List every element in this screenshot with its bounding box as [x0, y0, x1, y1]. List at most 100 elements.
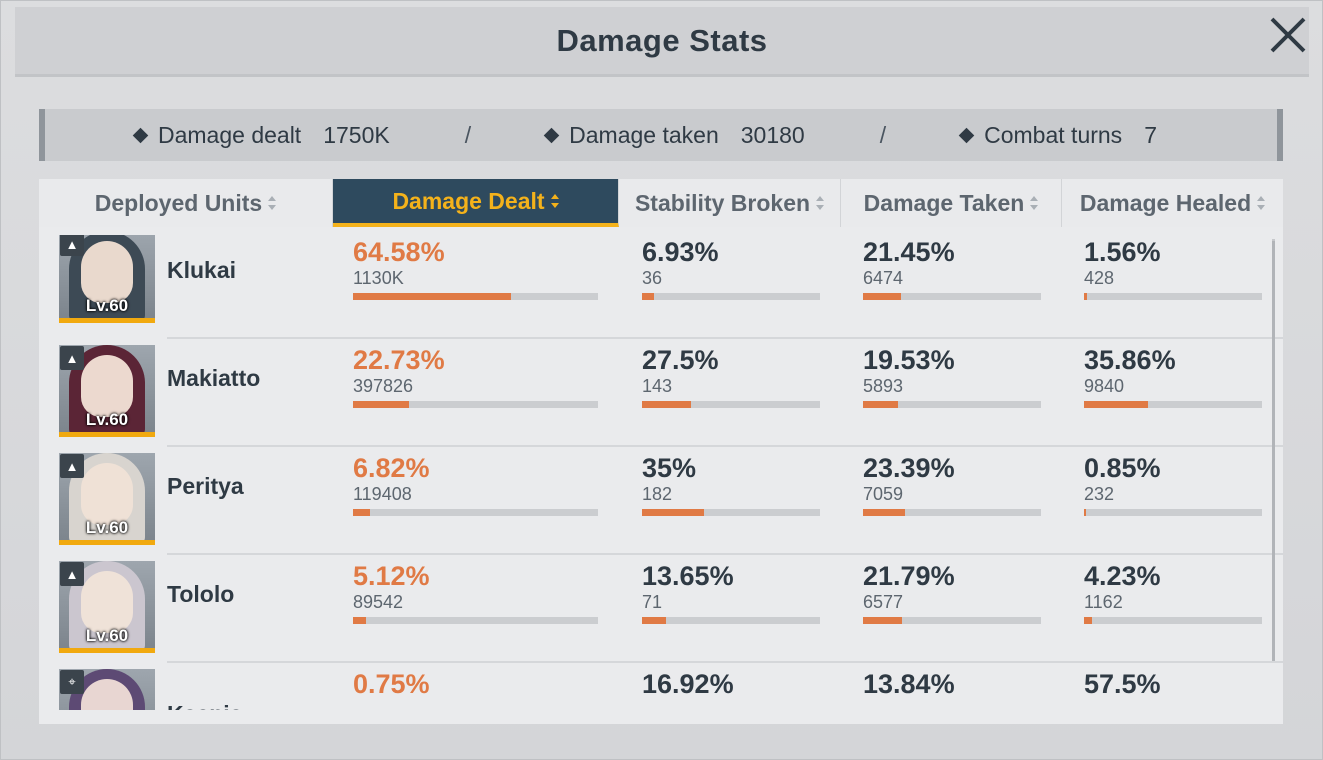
share-progress-bar	[863, 509, 1041, 516]
unit-name: Klukai	[167, 257, 237, 283]
absolute-value: 36	[642, 268, 663, 288]
share-progress-fill	[863, 509, 905, 516]
absolute-value: 232	[1084, 484, 1115, 504]
share-progress-bar	[1084, 293, 1262, 300]
absolute-value: 6577	[863, 592, 904, 612]
row-divider	[167, 553, 1283, 555]
column-header-stability-broken[interactable]: Stability Broken	[619, 179, 841, 227]
close-button[interactable]	[1266, 13, 1310, 57]
column-header-damage-taken[interactable]: Damage Taken	[841, 179, 1062, 227]
cell-damage-dealt: 22.73% 397826	[353, 345, 598, 408]
unit-portrait[interactable]: ⌖	[59, 669, 155, 710]
diamond-bullet-icon	[543, 127, 560, 143]
unit-portrait[interactable]: ▲ Lv.60	[59, 561, 155, 653]
separator: /	[464, 121, 472, 148]
summary-combat-turns: Combat turns 7	[958, 121, 1157, 149]
percentage-value: 13.84%	[863, 669, 955, 699]
unit-name: Makiatto	[167, 365, 261, 391]
absolute-value: 1162	[1084, 592, 1123, 612]
portrait-face	[81, 463, 133, 525]
table-rows[interactable]: ▲ Lv.60 Klukai 64.58% 1130K 6.93% 36 21.45% 6474…	[39, 235, 1283, 710]
cell-stability-broken: 27.5% 143	[642, 345, 820, 408]
percentage-value: 19.53%	[863, 345, 955, 375]
share-progress-bar	[642, 401, 820, 408]
cell-damage-taken: 21.45% 6474	[863, 237, 1041, 300]
sort-arrows-icon	[1257, 196, 1266, 210]
portrait-face	[81, 355, 133, 417]
absolute-value: 182	[642, 484, 673, 504]
percentage-value: 1.56%	[1084, 237, 1161, 267]
cell-damage-healed: 0.85% 232	[1084, 453, 1262, 516]
percentage-value: 35.86%	[1084, 345, 1176, 375]
summary-damage-dealt: Damage dealt 1750K	[132, 121, 390, 149]
diamond-bullet-icon	[132, 127, 149, 143]
share-progress-bar	[863, 401, 1041, 408]
column-header-damage-dealt[interactable]: Damage Dealt	[333, 179, 619, 227]
title-bar: Damage Stats	[15, 7, 1309, 77]
absolute-value: 89542	[353, 592, 404, 612]
share-progress-bar	[642, 509, 820, 516]
unit-name: Ksenia	[167, 701, 242, 710]
cell-damage-taken: 19.53% 5893	[863, 345, 1041, 408]
cell-damage-healed: 1.56% 428	[1084, 237, 1262, 300]
unit-level: Lv.60	[85, 410, 129, 429]
share-progress-bar	[1084, 509, 1262, 516]
share-progress-bar	[642, 617, 820, 624]
cell-damage-taken: 13.84%	[863, 669, 1041, 699]
percentage-value: 0.75%	[353, 669, 430, 699]
column-header-damage-healed[interactable]: Damage Healed	[1062, 179, 1283, 227]
percentage-value: 4.23%	[1084, 561, 1161, 591]
close-icon	[1270, 17, 1306, 53]
percentage-value: 23.39%	[863, 453, 955, 483]
summary-label: Damage dealt	[158, 121, 302, 148]
percentage-value: 21.45%	[863, 237, 955, 267]
unit-level: Lv.60	[85, 518, 129, 537]
table-row[interactable]: ▲ Lv.60 Klukai 64.58% 1130K 6.93% 36 21.45% 6474…	[39, 235, 1283, 343]
share-progress-fill	[353, 401, 409, 408]
share-progress-fill	[863, 617, 902, 624]
percentage-value: 6.93%	[642, 237, 719, 267]
percentage-value: 64.58%	[353, 237, 445, 267]
unit-portrait[interactable]: ▲ Lv.60	[59, 453, 155, 545]
sort-arrows-icon	[1030, 196, 1039, 210]
share-progress-fill	[353, 617, 366, 624]
share-progress-bar	[353, 509, 598, 516]
cell-damage-dealt: 64.58% 1130K	[353, 237, 598, 300]
cell-stability-broken: 6.93% 36	[642, 237, 820, 300]
unit-name: Tololo	[167, 581, 235, 607]
column-header-deployed-units[interactable]: Deployed Units	[39, 179, 333, 227]
unit-level: Lv.60	[85, 296, 129, 315]
support-role-icon: ▲	[60, 235, 84, 256]
sort-arrows-icon	[550, 194, 559, 208]
crosshair-role-icon: ⌖	[60, 670, 84, 694]
share-progress-bar	[353, 617, 598, 624]
percentage-value: 27.5%	[642, 345, 719, 375]
column-label: Stability Broken	[634, 189, 811, 216]
column-label: Damage Taken	[863, 189, 1025, 216]
summary-value: 7	[1144, 121, 1157, 148]
share-progress-fill	[863, 401, 898, 408]
row-divider	[167, 445, 1283, 447]
battle-summary-bar: Damage dealt 1750K / Damage taken 30180 …	[39, 109, 1283, 161]
scrollbar-thumb[interactable]	[1272, 241, 1275, 661]
share-progress-fill	[642, 509, 705, 516]
cell-stability-broken: 35% 182	[642, 453, 820, 516]
portrait-face	[81, 241, 133, 303]
absolute-value: 5893	[863, 376, 904, 396]
table-row[interactable]: ▲ Lv.60 Makiatto 22.73% 397826 27.5% 143 19.53%…	[39, 343, 1283, 451]
column-label: Deployed Units	[94, 189, 263, 216]
cell-damage-dealt: 0.75%	[353, 669, 598, 699]
share-progress-fill	[642, 617, 667, 624]
cell-damage-taken: 23.39% 7059	[863, 453, 1041, 516]
share-progress-bar	[353, 293, 598, 300]
page-title: Damage Stats	[556, 22, 768, 58]
unit-portrait[interactable]: ▲ Lv.60	[59, 235, 155, 323]
separator: /	[879, 121, 887, 148]
unit-portrait[interactable]: ▲ Lv.60	[59, 345, 155, 437]
table-row[interactable]: ▲ Lv.60 Peritya 6.82% 119408 35% 182 23.39% 7059…	[39, 451, 1283, 559]
sort-arrows-icon	[816, 196, 825, 210]
share-progress-bar	[642, 293, 820, 300]
absolute-value: 143	[642, 376, 673, 396]
table-row[interactable]: ▲ Lv.60 Tololo 5.12% 89542 13.65% 71 21.79% 6577…	[39, 559, 1283, 667]
table-row[interactable]: ⌖ Ksenia 0.75% 16.92% 13.84% 57.5%	[39, 667, 1283, 710]
